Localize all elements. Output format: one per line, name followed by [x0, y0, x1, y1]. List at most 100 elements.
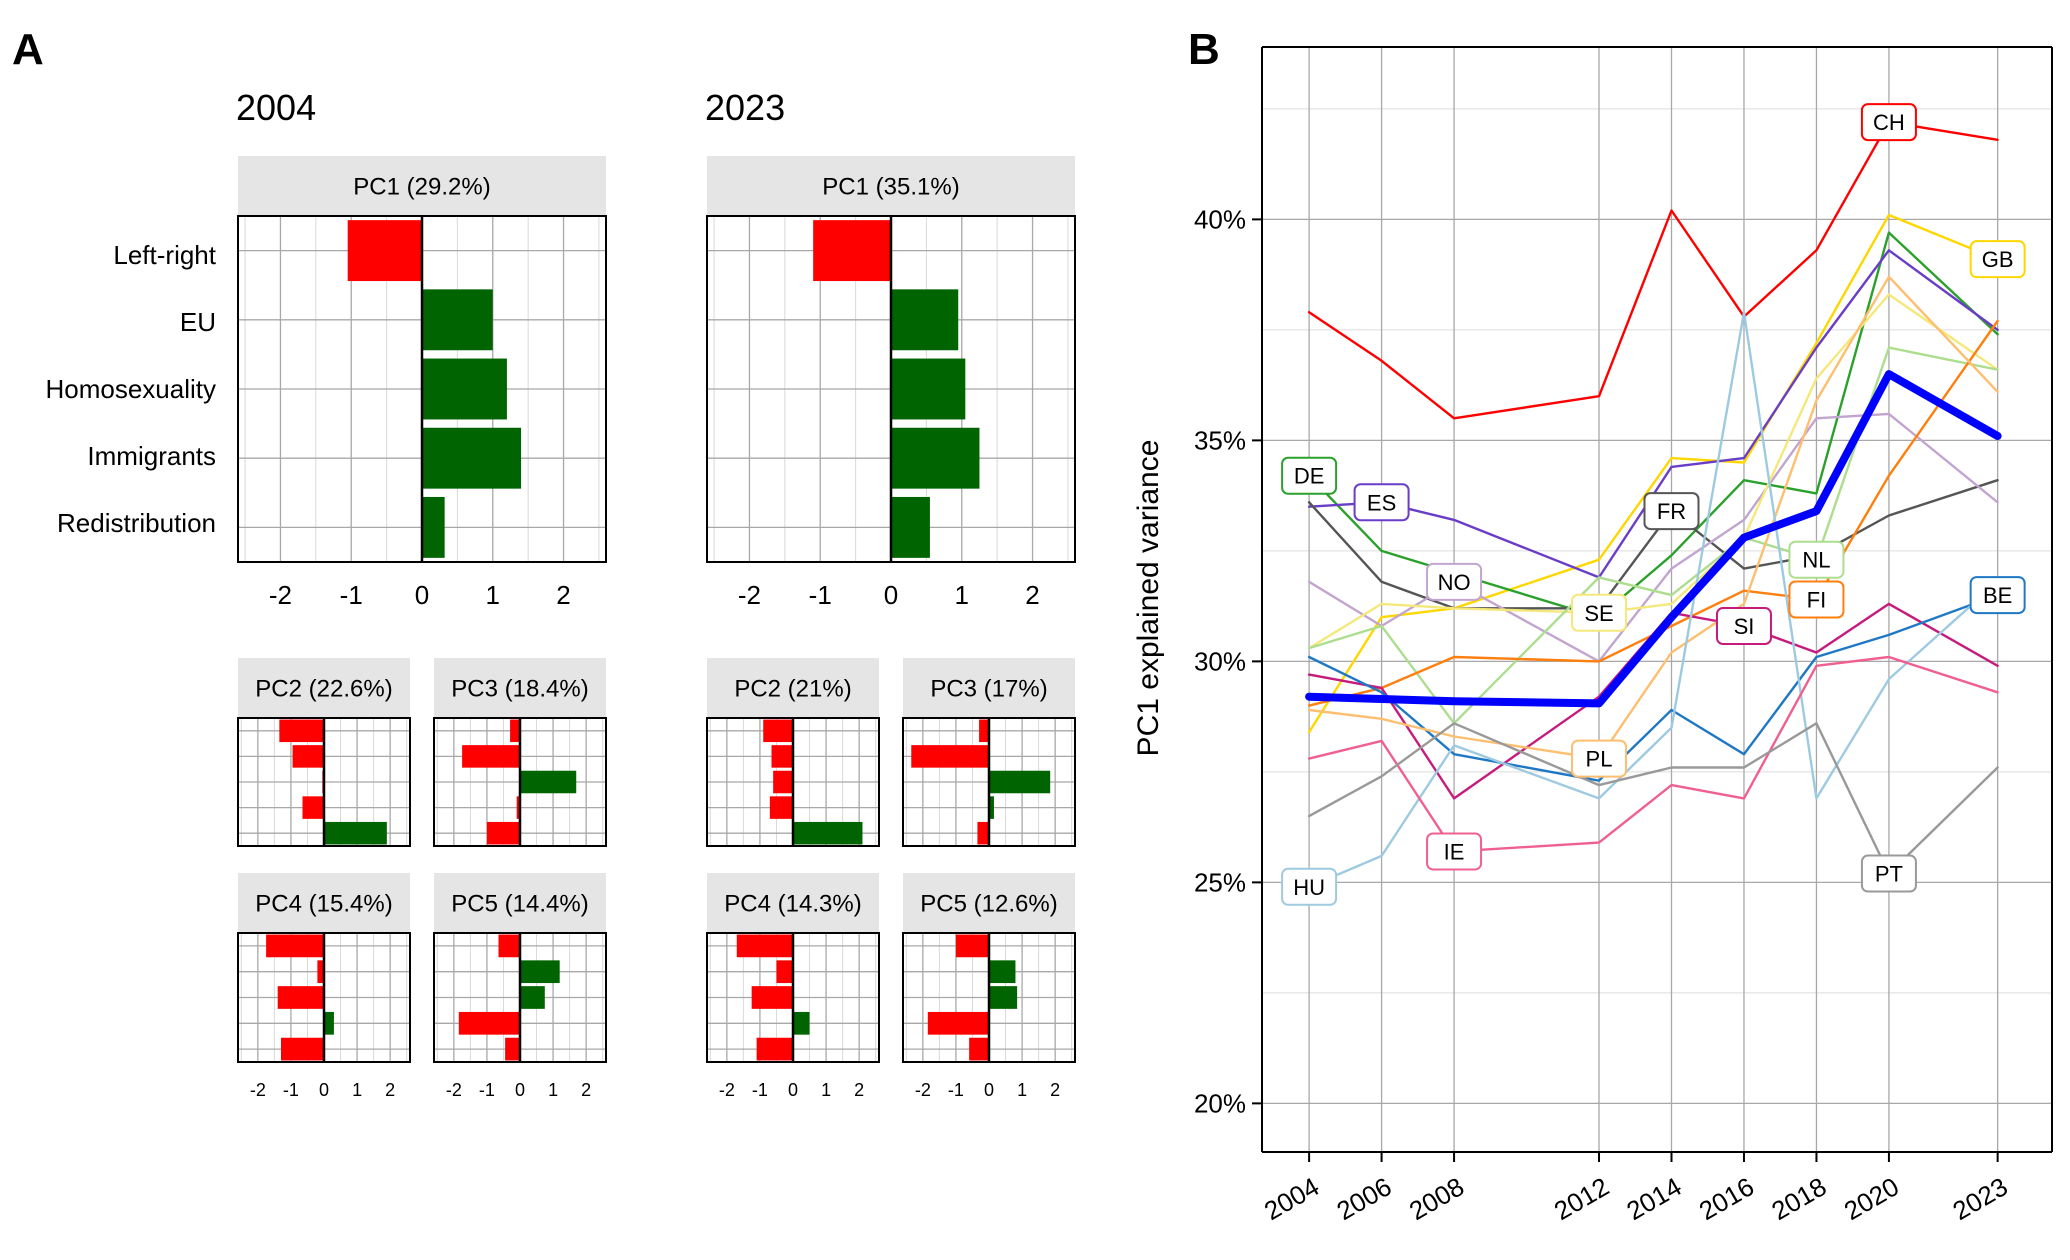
country-label-text: BE — [1983, 583, 2012, 608]
loading-bar-immigrants — [927, 1011, 989, 1035]
loading-bar-redistribution — [486, 821, 520, 845]
x-tick-label: 0 — [415, 580, 429, 610]
loading-bar-homosexuality — [751, 986, 793, 1009]
x-tick-label: -1 — [809, 580, 832, 610]
facet-strip — [238, 156, 606, 216]
country-label-box — [1353, 483, 1410, 522]
loading-bar-redistribution — [969, 1037, 989, 1061]
loading-bar-left-right — [498, 934, 520, 958]
facet-strip — [707, 873, 879, 933]
facet-strip-title: PC4 (14.3%) — [724, 891, 861, 918]
facet-strip-title: PC3 (17%) — [930, 676, 1047, 703]
country-label-fi: FI — [1788, 580, 1845, 619]
country-label-gb: GB — [1969, 240, 2026, 279]
country-label-text: ES — [1367, 490, 1396, 515]
country-label-be: BE — [1969, 576, 2026, 615]
variable-label-left-right: Left-right — [113, 240, 216, 270]
x-tick-label: -2 — [719, 1080, 735, 1100]
series-line-ch — [1307, 120, 1999, 420]
country-label-text: GB — [1982, 247, 2014, 272]
loading-facet-pc4-15-4: PC4 (15.4%) -2 -1 0 1 2 — [237, 873, 411, 1100]
loading-bar-immigrants — [793, 1011, 810, 1035]
facet-strip — [434, 658, 606, 718]
x-tick-label: 2 — [1050, 1080, 1060, 1100]
x-tick-label: 2023 — [1948, 1171, 2013, 1226]
country-label-box — [1643, 492, 1700, 531]
series-line-pl — [1307, 275, 1999, 760]
series-line-pt — [1307, 722, 1999, 875]
country-label-nl: NL — [1788, 540, 1845, 579]
y-tick-label: 25% — [1194, 867, 1246, 897]
facet-frame — [237, 717, 411, 847]
country-label-text: SI — [1734, 614, 1755, 639]
facet-frame — [433, 932, 607, 1063]
series-line-hu — [1307, 311, 1999, 888]
loading-bar-homosexuality — [773, 770, 793, 794]
x-tick-label: 1 — [548, 1080, 558, 1100]
loading-bar-eu — [422, 289, 493, 351]
loading-facet-pc2-21: PC2 (21%) — [706, 658, 880, 847]
country-label-es: ES — [1353, 483, 1410, 522]
country-label-hu: HU — [1281, 867, 1338, 906]
loading-facet-pc1-35-1: PC1 (35.1%) -2 -1 0 1 2 — [706, 156, 1076, 610]
series-line-be — [1307, 593, 1999, 782]
y-tick-label: 40% — [1194, 204, 1246, 234]
x-tick-label: -2 — [269, 580, 292, 610]
facet-strip-title: PC5 (14.4%) — [451, 891, 588, 918]
facet-strip-title: PC1 (35.1%) — [822, 174, 959, 201]
country-label-box — [1969, 576, 2026, 615]
loading-bar-redistribution — [281, 1037, 324, 1061]
facet-strip-title: PC5 (12.6%) — [920, 891, 1057, 918]
loading-facet-pc5-12-6: PC5 (12.6%) -2 -1 0 1 2 — [902, 873, 1076, 1100]
loading-bar-redistribution — [422, 496, 445, 558]
y-axis-label: PC1 explained variance — [1132, 440, 1165, 757]
country-label-de: DE — [1281, 456, 1338, 495]
country-label-text: NL — [1802, 548, 1830, 573]
loading-bar-redistribution — [891, 496, 930, 558]
x-tick-label: 1 — [1017, 1080, 1027, 1100]
loading-facet-pc2-22-6: PC2 (22.6%) — [237, 658, 411, 847]
x-tick-label: 2 — [581, 1080, 591, 1100]
facet-strip — [903, 873, 1075, 933]
loading-bar-eu — [462, 745, 520, 768]
x-tick-label: 0 — [515, 1080, 525, 1100]
x-tick-label: -2 — [446, 1080, 462, 1100]
x-tick-label: 1 — [955, 580, 969, 610]
facet-strip — [707, 156, 1075, 216]
panel-a-letter: A — [12, 25, 44, 74]
facet-frame — [237, 932, 411, 1063]
loading-bar-redistribution — [977, 821, 989, 845]
loading-bar-left-right — [279, 719, 324, 743]
facet-strip — [238, 658, 410, 718]
facet-strip — [903, 658, 1075, 718]
loading-bar-redistribution — [505, 1037, 520, 1061]
plot-background — [1262, 47, 2052, 1152]
x-tick-label: 0 — [884, 580, 898, 610]
x-tick-label: 2016 — [1694, 1171, 1759, 1226]
country-label-no: NO — [1426, 562, 1483, 601]
country-label-box — [1571, 593, 1628, 632]
x-tick-label: 0 — [788, 1080, 798, 1100]
country-label-box — [1281, 867, 1338, 906]
facet-strip — [238, 873, 410, 933]
loading-facet-pc5-14-4: PC5 (14.4%) -2 -1 0 1 2 — [433, 873, 607, 1100]
facet-frame — [706, 717, 880, 847]
x-tick-label: 0 — [319, 1080, 329, 1100]
facet-strip — [707, 658, 879, 718]
panel-b-letter: B — [1188, 25, 1220, 74]
x-tick-label: 2 — [1025, 580, 1039, 610]
country-label-box — [1788, 580, 1845, 619]
country-label-text: HU — [1293, 875, 1325, 900]
series-line-average — [1305, 370, 2002, 708]
x-tick-label: 2004 — [1259, 1171, 1324, 1226]
variable-label-immigrants: Immigrants — [87, 441, 216, 471]
country-label-ie: IE — [1426, 832, 1483, 871]
facet-strip-title: PC3 (18.4%) — [451, 676, 588, 703]
loading-bar-eu — [292, 745, 324, 768]
loading-bar-left-right — [736, 934, 793, 958]
loading-bar-redistribution — [756, 1037, 793, 1061]
loading-facet-pc3-18-4: PC3 (18.4%) — [433, 658, 607, 847]
variable-labels: Left-right EU Homosexuality Immigrants R… — [45, 240, 216, 538]
country-label-text: SE — [1584, 601, 1613, 626]
